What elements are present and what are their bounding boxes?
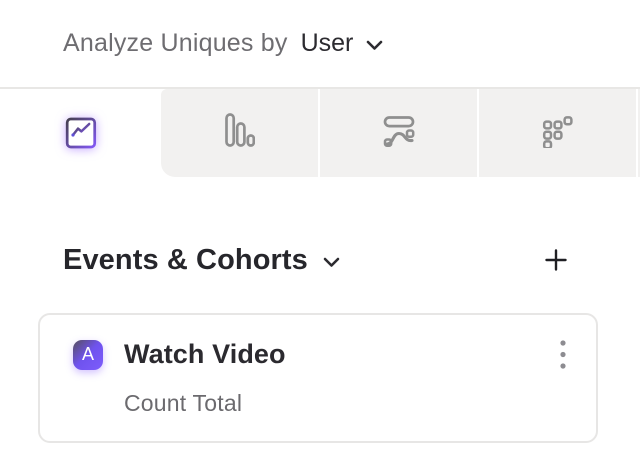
event-card[interactable]: A Watch Video Count Total [38,313,598,443]
event-card-sub-row: Count Total [124,390,576,417]
bar-chart-icon [224,112,255,154]
analysis-entity-dropdown[interactable]: User [301,29,384,58]
tab-divider [636,89,638,177]
report-type-tabs [0,89,640,177]
tab-flows[interactable] [320,89,477,177]
tab-divider [477,89,479,177]
insights-query-panel: Analyze Uniques by User [0,0,640,443]
chevron-down-icon [323,257,340,267]
events-cohorts-dropdown[interactable]: Events & Cohorts [63,244,340,277]
event-card-main-row: A Watch Video [73,336,576,373]
flows-icon [382,114,416,153]
analyze-uniques-label: Analyze Uniques by [63,29,288,57]
tab-insights[interactable] [0,89,161,177]
events-cohorts-label: Events & Cohorts [63,243,308,276]
add-event-button[interactable] [545,249,567,271]
event-options-button[interactable] [550,336,576,373]
tab-funnels[interactable] [161,89,318,177]
plus-icon [545,249,567,271]
event-badge: A [73,339,103,370]
retention-grid-icon [542,114,573,153]
analysis-entity-value: User [300,29,354,57]
query-builder-section: Events & Cohorts A Watch Video [0,243,640,443]
tab-divider [318,89,320,177]
kebab-menu-icon [560,340,566,369]
tab-retention[interactable] [479,89,636,177]
analysis-header: Analyze Uniques by User [0,0,640,89]
inactive-tabs-panel [161,89,640,177]
event-name: Watch Video [124,339,286,369]
line-chart-icon [65,116,97,150]
section-header: Events & Cohorts [63,243,567,277]
aggregation-selector[interactable]: Count Total [124,390,243,416]
chevron-down-icon [367,40,383,50]
